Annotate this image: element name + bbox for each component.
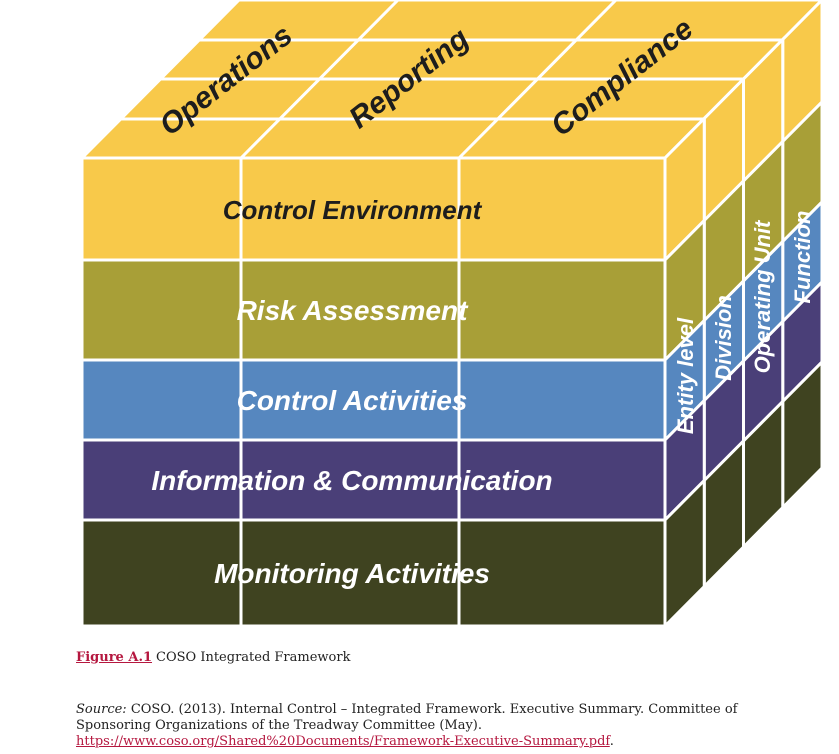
source-citation: Source: COSO. (2013). Internal Control –…	[76, 702, 776, 750]
front-row-label: Control Environment	[223, 195, 483, 225]
side-label-division: Division	[711, 295, 736, 381]
front-row-label: Control Activities	[237, 385, 468, 416]
source-text: COSO. (2013). Internal Control – Integra…	[76, 702, 738, 733]
source-trailing: .	[609, 734, 614, 749]
source-url-link[interactable]: https://www.coso.org/Shared%20Documents/…	[76, 734, 610, 749]
front-row-label: Risk Assessment	[237, 295, 470, 326]
figure-caption: Figure A.1 COSO Integrated Framework	[76, 650, 350, 665]
front-row-monitoring-activities	[80, 518, 667, 628]
figure-caption-text: COSO Integrated Framework	[156, 650, 351, 665]
cube-side-face	[663, 0, 824, 630]
side-label-function: Function	[790, 211, 815, 304]
top-grid-line	[457, 0, 618, 160]
cube-front-face: Control Environment Risk Assessment Contro…	[80, 156, 667, 628]
top-grid-line	[239, 0, 400, 160]
side-label-entity-level: Entity level	[673, 317, 698, 434]
coso-cube-diagram: Control Environment Risk Assessment Contro…	[80, 0, 824, 630]
figure-reference-link[interactable]: Figure A.1	[76, 650, 153, 665]
front-row-label: Monitoring Activities	[214, 558, 490, 589]
source-label: Source:	[76, 702, 127, 717]
front-row-information-communication	[80, 438, 667, 522]
front-row-control-activities	[80, 358, 667, 442]
front-row-label: Information & Communication	[151, 465, 552, 496]
front-row-risk-assessment	[80, 258, 667, 362]
side-label-operating-unit: Operating Unit	[750, 219, 775, 373]
